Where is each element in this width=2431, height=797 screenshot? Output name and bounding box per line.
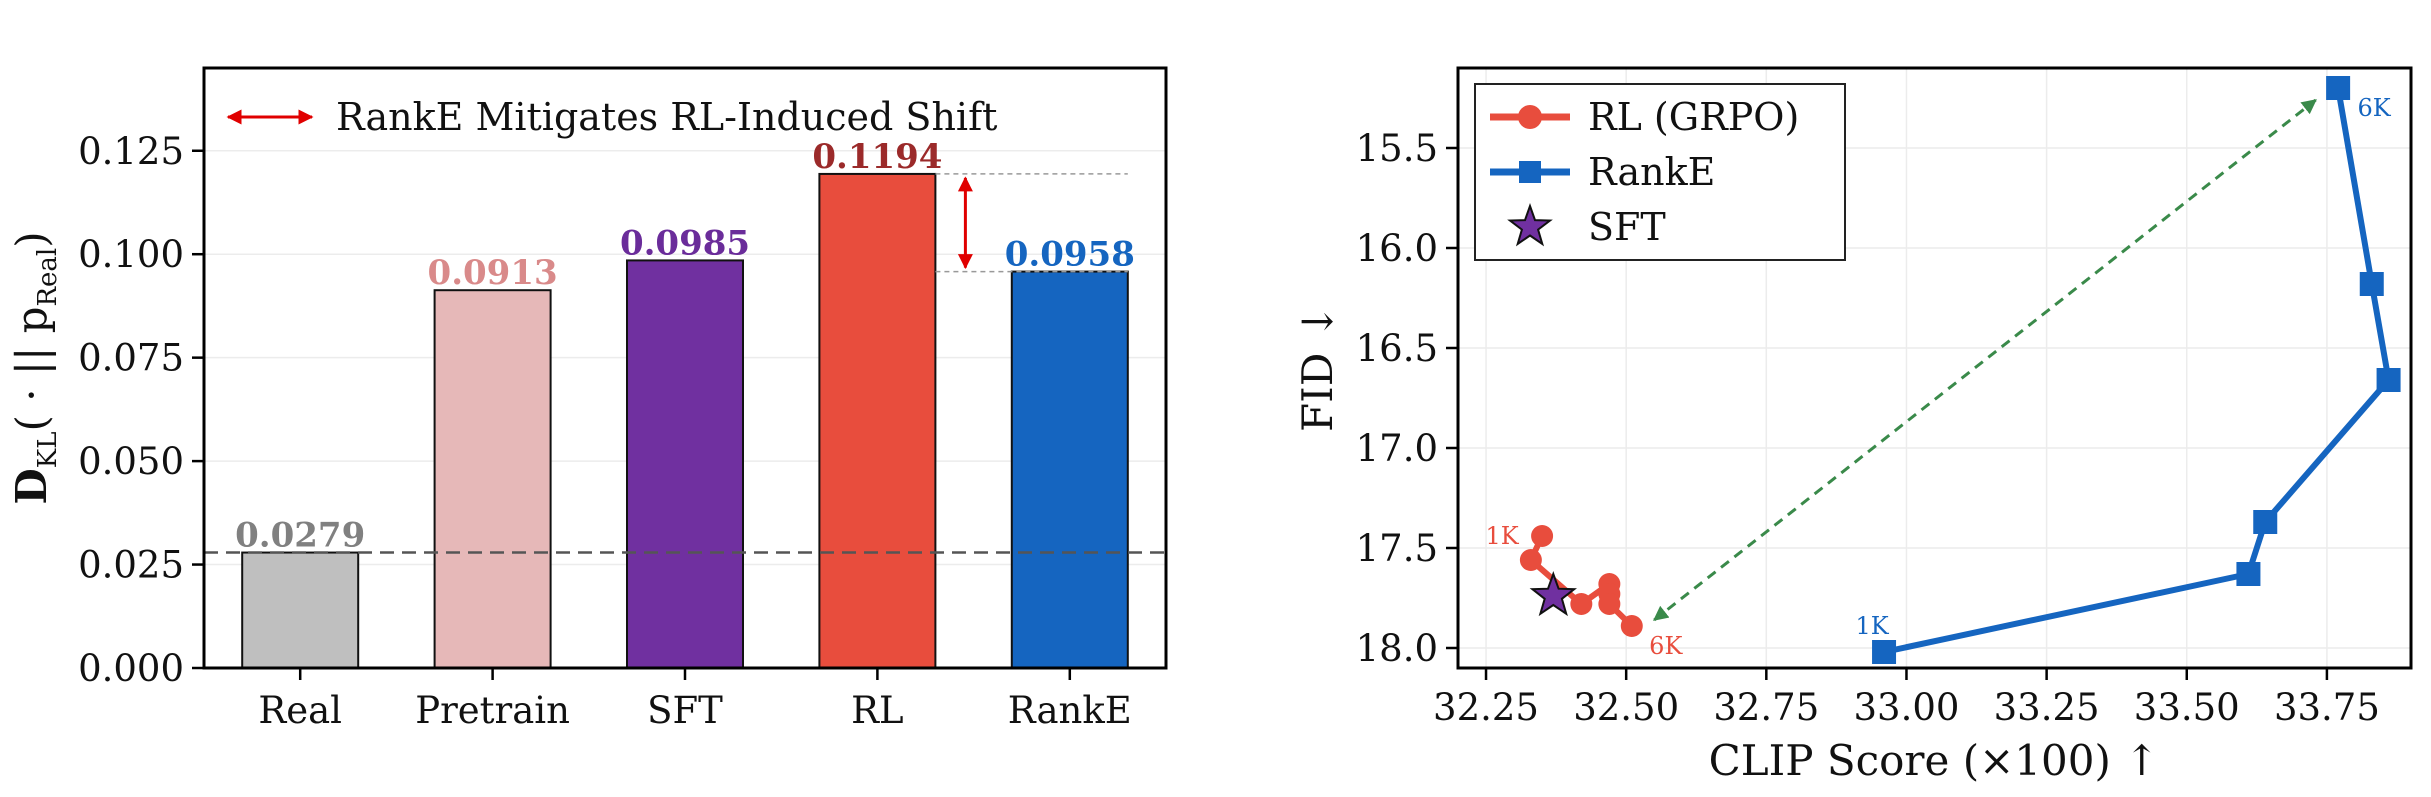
bar-x-ticks: Real Pretrain SFT RL RankE — [258, 668, 1132, 732]
bar-value-label: 0.0913 — [428, 253, 558, 293]
bar-annotations — [204, 173, 1166, 554]
ylabel-rest: ( · || p — [7, 307, 56, 432]
bar-value-labels: 0.0279 0.0913 0.0985 0.1194 0.0958 — [235, 137, 1135, 556]
line-x-ticks: 32.25 32.50 32.75 33.00 33.25 33.50 33.75 — [1433, 668, 2380, 729]
ranke-point — [2236, 562, 2261, 586]
bar-value-label: 0.1194 — [812, 137, 942, 177]
line-legend: RL (GRPO) RankE SFT — [1474, 83, 1846, 261]
rl-point — [1519, 549, 1542, 571]
bar-sft — [626, 259, 744, 669]
line-y-axis-title: FID ↓ — [1293, 304, 1342, 432]
ranke-point — [1872, 640, 1897, 664]
legend-rl-circle-icon — [1518, 105, 1542, 129]
bar-pretrain — [433, 289, 552, 669]
bar-y-tick-label: 0.100 — [78, 233, 184, 276]
bar-y-axis-title: DKL( · || pReal) — [7, 231, 63, 504]
bar-y-tick-label: 0.125 — [78, 130, 184, 173]
ylabel-end: ) — [7, 231, 56, 247]
line-y-tick-label: 15.5 — [1356, 127, 1438, 170]
bar-x-tick-label: RL — [851, 689, 903, 732]
bar-value-label: 0.0279 — [235, 516, 365, 556]
line-y-tick-label: 18.0 — [1356, 627, 1438, 670]
bar-x-tick-label: SFT — [647, 689, 723, 732]
ranke-end-label: 6K — [2358, 94, 2392, 122]
line-series — [1519, 76, 2401, 664]
ranke-point — [2253, 510, 2278, 534]
bar-y-tick-label: 0.050 — [78, 440, 184, 483]
rl-point — [1620, 615, 1643, 637]
sft-star-point — [1529, 571, 1577, 617]
rl-point — [1598, 593, 1621, 615]
rl-start-label: 1K — [1485, 522, 1519, 550]
bars — [241, 172, 1129, 669]
rl-point — [1531, 525, 1554, 547]
rl-point — [1570, 593, 1593, 615]
ylabel-main: D — [7, 468, 56, 504]
bar-y-tick-label: 0.000 — [78, 647, 184, 690]
bar-real — [241, 551, 360, 669]
line-chart-panel: 15.5 16.0 16.5 17.0 17.5 18.0 32.25 32.50 32.75… — [1293, 66, 2413, 785]
ranke-point — [2326, 76, 2351, 100]
bar-plot-frame — [202, 66, 1168, 670]
legend-ranke-label: RankE — [1588, 150, 1715, 194]
line-point-labels: 1K 6K 1K 6K — [1485, 94, 2391, 660]
bar-x-tick-label: RankE — [1008, 689, 1132, 732]
bar-value-label: 0.0985 — [620, 223, 750, 263]
line-x-tick-label: 33.75 — [2274, 686, 2380, 729]
ylabel-sub: KL — [33, 432, 63, 469]
bar-legend-label: RankE Mitigates RL-Induced Shift — [336, 95, 997, 139]
line-y-tick-label: 17.5 — [1356, 527, 1438, 570]
ranke-point — [2376, 368, 2401, 392]
legend-ranke-square-icon — [1519, 161, 1541, 183]
rl-end-label: 6K — [1649, 632, 1683, 660]
bar-ranke — [1010, 270, 1129, 669]
line-x-tick-label: 33.50 — [2134, 686, 2240, 729]
bar-legend: RankE Mitigates RL-Induced Shift — [226, 95, 997, 139]
legend-sft-label: SFT — [1588, 205, 1666, 249]
bar-y-tick-label: 0.075 — [78, 337, 184, 380]
ylabel-sub2: Real — [33, 248, 63, 307]
line-y-ticks: 15.5 16.0 16.5 17.0 17.5 18.0 — [1356, 127, 1458, 670]
line-shift-arrow — [1653, 98, 2317, 622]
bar-chart-panel: 0.000 0.025 0.050 0.075 0.100 0.125 Real Pretr… — [7, 66, 1168, 732]
legend-sft-star-icon — [1507, 203, 1553, 247]
line-x-axis-title: CLIP Score (×100) ↑ — [1709, 736, 2160, 785]
ranke-point — [2359, 272, 2384, 296]
line-y-tick-label: 16.5 — [1356, 327, 1438, 370]
bar-y-tick-label: 0.025 — [78, 544, 184, 587]
line-x-tick-label: 33.00 — [1854, 686, 1960, 729]
bar-x-tick-label: Real — [258, 689, 342, 732]
series-line-1 — [1883, 87, 2392, 655]
legend-rl-label: RL (GRPO) — [1588, 95, 1799, 139]
ranke-start-label: 1K — [1855, 612, 1889, 640]
line-x-tick-label: 32.50 — [1573, 686, 1679, 729]
bar-value-label: 0.0958 — [1005, 235, 1135, 275]
green-shift-arrow — [1653, 98, 2317, 622]
line-x-tick-label: 33.25 — [1994, 686, 2100, 729]
bar-rl — [818, 172, 937, 669]
line-y-tick-label: 17.0 — [1356, 427, 1438, 470]
line-x-tick-label: 32.75 — [1713, 686, 1819, 729]
line-x-tick-label: 32.25 — [1433, 686, 1539, 729]
line-plot-frame — [1456, 66, 2413, 670]
bar-x-tick-label: Pretrain — [415, 689, 570, 732]
line-y-tick-label: 16.0 — [1356, 227, 1438, 270]
bar-y-ticks: 0.000 0.025 0.050 0.075 0.100 0.125 — [78, 130, 204, 690]
